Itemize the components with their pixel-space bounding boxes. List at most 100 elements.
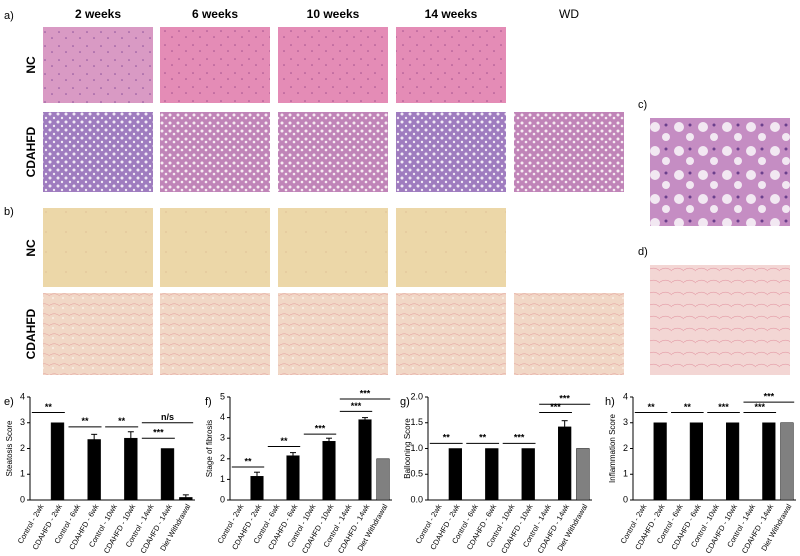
significance-label: ** <box>684 402 692 412</box>
y-tick-label: 3 <box>623 417 628 427</box>
y-tick-label: 2 <box>623 443 628 453</box>
image <box>43 208 153 287</box>
significance-label: ** <box>443 433 451 443</box>
row-label: NC <box>24 56 38 74</box>
image <box>396 112 506 192</box>
bar <box>558 426 572 501</box>
y-tick-label: 0.5 <box>410 469 423 479</box>
image <box>43 27 153 103</box>
significance-label: n/s <box>161 412 174 422</box>
bar <box>124 437 138 501</box>
y-tick-label: 0 <box>20 494 25 504</box>
y-tick-label: 2 <box>20 443 25 453</box>
panel-label: a) <box>4 10 14 22</box>
column-label: 14 weeks <box>425 7 478 21</box>
y-tick-label: 4 <box>220 412 225 422</box>
y-tick-label: 1 <box>623 469 628 479</box>
bar <box>521 448 535 501</box>
column-label: 6 weeks <box>192 7 238 21</box>
y-axis-label: Inflammation Score <box>608 413 617 482</box>
significance-label: *** <box>153 428 164 438</box>
y-tick-label: 4 <box>623 391 628 401</box>
image <box>278 208 388 287</box>
significance-label: *** <box>718 402 729 412</box>
y-axis-label: Ballooning Score <box>403 418 412 479</box>
y-tick-label: 1 <box>20 469 25 479</box>
image <box>278 293 388 375</box>
bar <box>286 455 300 501</box>
column-label: 10 weeks <box>307 7 360 21</box>
panel-label: h) <box>605 396 615 408</box>
row-label: CDAHFD <box>24 126 38 177</box>
image <box>650 265 790 375</box>
significance-label: *** <box>315 423 326 433</box>
histology-images <box>43 27 790 375</box>
bar <box>179 497 193 501</box>
image <box>43 293 153 375</box>
image <box>160 208 270 287</box>
bar <box>250 476 264 501</box>
image <box>160 293 270 375</box>
significance-label: ** <box>479 433 487 443</box>
bar <box>576 448 590 501</box>
significance-label: *** <box>360 388 371 398</box>
column-label: 2 weeks <box>75 7 121 21</box>
y-tick-label: 5 <box>220 391 225 401</box>
significance-label: *** <box>514 433 525 443</box>
significance-label: *** <box>351 401 362 411</box>
y-tick-label: 1.5 <box>410 417 423 427</box>
panel-label: e) <box>4 396 14 408</box>
image <box>396 27 506 103</box>
image <box>650 118 790 226</box>
y-tick-label: 3 <box>20 417 25 427</box>
bar <box>780 422 794 501</box>
y-tick-label: 2.0 <box>410 391 423 401</box>
y-tick-label: 0.0 <box>410 494 423 504</box>
column-label: WD <box>559 7 579 21</box>
bar <box>726 422 740 501</box>
panel-label: c) <box>638 99 647 111</box>
bar <box>653 422 667 501</box>
bar <box>87 439 101 501</box>
y-tick-label: 0 <box>220 494 225 504</box>
panel-label: g) <box>400 396 410 408</box>
significance-label: ** <box>81 416 89 426</box>
bar <box>485 448 499 501</box>
y-tick-label: 3 <box>220 433 225 443</box>
image <box>396 293 506 375</box>
bar <box>762 422 776 501</box>
bar <box>50 422 65 501</box>
panel-label: d) <box>638 246 648 258</box>
image <box>278 112 388 192</box>
significance-label: *** <box>559 394 570 404</box>
image <box>278 27 388 103</box>
y-axis-label: Stage of fibrosis <box>205 420 214 477</box>
row-label: NC <box>24 239 38 257</box>
image <box>514 112 624 192</box>
significance-label: ** <box>280 436 288 446</box>
image <box>43 112 153 192</box>
row-label: CDAHFD <box>24 308 38 359</box>
significance-label: *** <box>755 402 766 412</box>
y-tick-label: 1.0 <box>410 443 423 453</box>
panel-label: b) <box>4 206 14 218</box>
bar <box>376 458 390 501</box>
significance-label: ** <box>648 402 656 412</box>
bar <box>448 448 462 501</box>
image <box>514 293 624 375</box>
image <box>160 27 270 103</box>
bar <box>689 422 703 501</box>
y-tick-label: 1 <box>220 474 225 484</box>
y-tick-label: 2 <box>220 453 225 463</box>
significance-label: *** <box>764 392 775 402</box>
significance-label: ** <box>118 416 126 426</box>
significance-label: ** <box>244 456 252 466</box>
bar <box>322 441 336 501</box>
panel-label: f) <box>205 396 212 408</box>
significance-label: ** <box>45 402 53 412</box>
y-tick-label: 0 <box>623 494 628 504</box>
bar <box>160 448 175 501</box>
y-tick-label: 4 <box>20 391 25 401</box>
image <box>160 112 270 192</box>
